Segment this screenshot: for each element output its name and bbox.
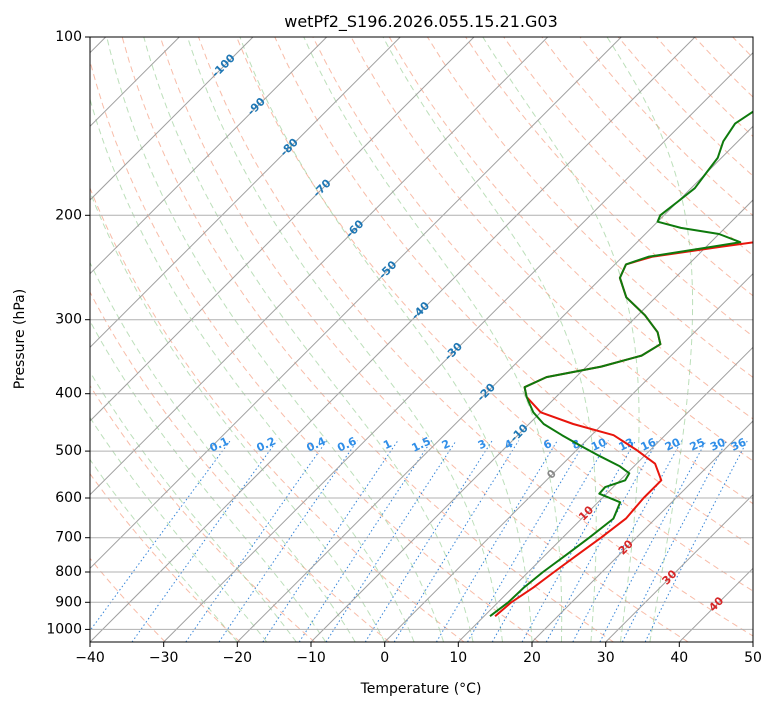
- dry-adiabat: [350, 37, 753, 462]
- x-tick-label: 30: [597, 650, 615, 666]
- x-ticks: −40 −30 −20 −10 0 10 20 30 40 50: [75, 642, 762, 666]
- mixing-ratio-line: [491, 440, 609, 642]
- mixing-ratio-line: [262, 440, 399, 642]
- mixing-ratio-line: [298, 440, 432, 642]
- dry-adiabat: [274, 37, 753, 548]
- dry-adiabat: [90, 384, 316, 642]
- dry-adiabat: [426, 37, 753, 378]
- x-axis-label: Temperature (°C): [360, 681, 482, 697]
- y-tick-label: 500: [55, 443, 82, 459]
- mixing-ratio-line: [467, 440, 587, 642]
- isotherm: [90, 37, 549, 496]
- dry-adiabat: [771, 37, 775, 642]
- isotherm: [90, 37, 696, 642]
- dry-adiabat: [90, 291, 390, 642]
- y-tick-label: 300: [55, 312, 82, 328]
- mixing-ratio-line: [364, 440, 493, 642]
- isotherm: [605, 493, 753, 642]
- plot-background: [90, 37, 753, 642]
- y-tick-label: 800: [55, 564, 82, 580]
- y-tick-label: 200: [55, 207, 82, 223]
- x-tick-label: −20: [223, 650, 253, 666]
- mixing-ratio-label: 36: [729, 435, 749, 453]
- mixing-ratio-line: [521, 440, 637, 642]
- dry-adiabat: [90, 59, 540, 642]
- mixing-ratio-label: 10: [589, 435, 609, 453]
- isotherm: [236, 125, 753, 642]
- isotherm: [90, 37, 328, 275]
- mixing-ratio-line: [131, 440, 278, 642]
- mixing-ratio-label: 20: [663, 435, 683, 453]
- y-tick-label: 400: [55, 386, 82, 402]
- mixing-ratio-line: [185, 440, 328, 642]
- sounding-traces: [489, 110, 753, 617]
- plot-frame: [89, 36, 754, 643]
- sounding-line: [489, 110, 753, 617]
- isotherm: [163, 51, 753, 642]
- grid-lines: [90, 37, 753, 642]
- isotherm: [90, 37, 254, 201]
- y-tick-label: 900: [55, 594, 82, 610]
- moist-adiabat: [239, 37, 533, 642]
- dry-adiabat: [159, 37, 689, 642]
- dry-adiabat: [90, 472, 241, 642]
- dry-adiabat: [388, 37, 753, 420]
- x-tick-label: 50: [744, 650, 762, 666]
- x-tick-label: 0: [380, 650, 389, 666]
- moist-adiabat: [303, 37, 563, 642]
- x-tick-label: −40: [75, 650, 105, 666]
- isotherm: [531, 420, 753, 642]
- dry-adiabat: [236, 37, 753, 592]
- dry-adiabat: [503, 37, 753, 297]
- dry-adiabat: [90, 186, 465, 642]
- isotherm: [90, 37, 622, 570]
- moist-adiabat: [90, 416, 268, 642]
- x-tick-label: 10: [449, 650, 467, 666]
- moist-adiabat: [382, 37, 597, 642]
- isotherm: [384, 272, 753, 642]
- isotherm: [457, 346, 753, 642]
- mixing-ratio-label: 16: [639, 435, 659, 453]
- isotherm: [90, 37, 475, 422]
- isotherm: [90, 37, 401, 349]
- moist-adiabat: [143, 37, 474, 642]
- mixing-ratio-line: [644, 440, 748, 642]
- dry-adiabat: [121, 37, 614, 642]
- isotherm: [310, 199, 753, 642]
- x-tick-label: −10: [296, 650, 326, 666]
- mixing-ratio-line: [90, 440, 231, 632]
- moist-adiabat: [90, 190, 386, 642]
- mixing-ratio-label: 30: [708, 435, 728, 453]
- moist-adiabat: [606, 37, 694, 642]
- mixing-ratio-line: [435, 440, 558, 642]
- moist-adiabat: [90, 370, 297, 642]
- mixing-ratio-line: [545, 440, 659, 642]
- dry-adiabat: [465, 37, 753, 338]
- chart-title: wetPf2_S196.2026.055.15.21.G03: [284, 12, 558, 32]
- isotherm: [752, 641, 753, 642]
- y-tick-label: 1000: [46, 621, 82, 637]
- y-axis-label: Pressure (hPa): [12, 289, 28, 389]
- x-tick-label: −30: [149, 650, 179, 666]
- moist-adiabat: [90, 320, 327, 642]
- mixing-ratio-line: [325, 440, 457, 642]
- moist-adiabat: [187, 37, 503, 642]
- dry-adiabat: [312, 37, 753, 505]
- y-ticks: 100 200 300 400 500 600 700 800 900 1000: [46, 29, 90, 637]
- y-tick-label: 100: [55, 29, 82, 45]
- y-tick-label: 600: [55, 490, 82, 506]
- moist-adiabat: [90, 261, 356, 642]
- x-tick-label: 20: [523, 650, 541, 666]
- y-tick-label: 700: [55, 530, 82, 546]
- mixing-ratio-label: 25: [688, 436, 707, 454]
- moist-adiabat: [90, 458, 238, 642]
- moist-adiabat: [106, 37, 445, 642]
- mixing-ratio-line: [572, 440, 683, 642]
- x-tick-label: 40: [670, 650, 688, 666]
